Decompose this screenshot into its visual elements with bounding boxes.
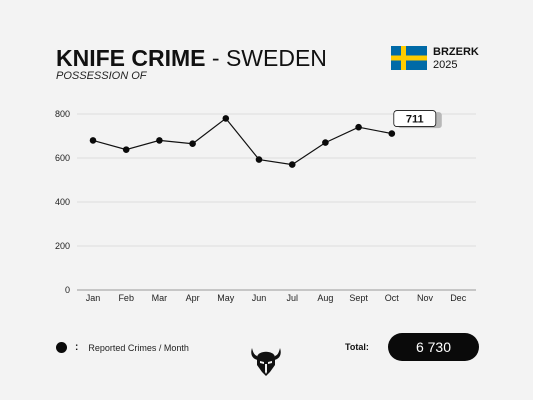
y-axis-ticks: 0 200 400 600 800 (55, 109, 70, 295)
callout-box (393, 110, 437, 127)
data-point (89, 137, 97, 144)
y-tick-label: 0 (65, 285, 70, 295)
x-tick-label: Nov (417, 293, 434, 303)
y-tick-label: 800 (55, 109, 70, 119)
title-country: - SWEDEN (211, 45, 327, 71)
page-title: KNIFE CRIME - SWEDEN (56, 44, 327, 72)
chart-gridlines (77, 113, 476, 291)
x-tick-label: Jul (286, 293, 298, 303)
x-tick-label: Feb (118, 293, 134, 303)
series-line (92, 117, 392, 166)
x-tick-label: Sept (349, 293, 368, 303)
brand-year: 2025 (433, 59, 458, 71)
legend-separator: : (75, 342, 79, 353)
dot-icon (56, 342, 67, 353)
chart-subtitle: POSSESSION OF (56, 70, 147, 82)
value-callout: 711 (393, 110, 442, 129)
horned-helmet-logo-icon (251, 348, 281, 376)
data-point (388, 130, 396, 137)
x-tick-label: Jun (252, 293, 267, 303)
x-tick-label: Oct (385, 293, 400, 303)
data-point (322, 139, 329, 146)
data-points (89, 115, 396, 168)
callout-label: 711 (406, 114, 424, 126)
x-tick-label: May (217, 293, 235, 303)
data-point (222, 115, 230, 122)
x-tick-label: Jan (86, 293, 101, 303)
brand-block: BRZERK 2025 (391, 46, 479, 72)
legend-label: Reported Crimes / Month (88, 342, 189, 353)
data-point (122, 146, 130, 153)
y-tick-label: 400 (55, 197, 70, 207)
brand-text: BRZERK 2025 (433, 46, 479, 72)
sweden-flag-icon (391, 46, 427, 70)
y-tick-label: 600 (55, 153, 70, 163)
total-value-badge: 6 730 (388, 333, 479, 361)
legend: : Reported Crimes / Month (56, 342, 189, 353)
title-main: KNIFE CRIME (56, 45, 206, 71)
data-point (355, 123, 362, 131)
brand-name: BRZERK (433, 46, 479, 58)
x-tick-label: Mar (152, 293, 168, 303)
x-tick-label: Aug (317, 293, 333, 303)
x-tick-label: Apr (186, 293, 200, 303)
data-point (255, 156, 263, 163)
x-tick-label: Dec (450, 293, 467, 303)
y-tick-label: 200 (55, 241, 70, 251)
total-label: Total: (345, 342, 369, 352)
data-point (156, 137, 163, 144)
total-value: 6 730 (415, 339, 452, 355)
data-point (288, 161, 296, 168)
x-axis-ticks: Jan Feb Mar Apr May Jun Jul Aug Sept Oct Nov Dec (86, 293, 467, 303)
line-chart: 0 200 400 600 800 Jan Feb Mar Apr May Jun Jul Aug Se… (55, 109, 476, 303)
data-point (189, 140, 196, 147)
